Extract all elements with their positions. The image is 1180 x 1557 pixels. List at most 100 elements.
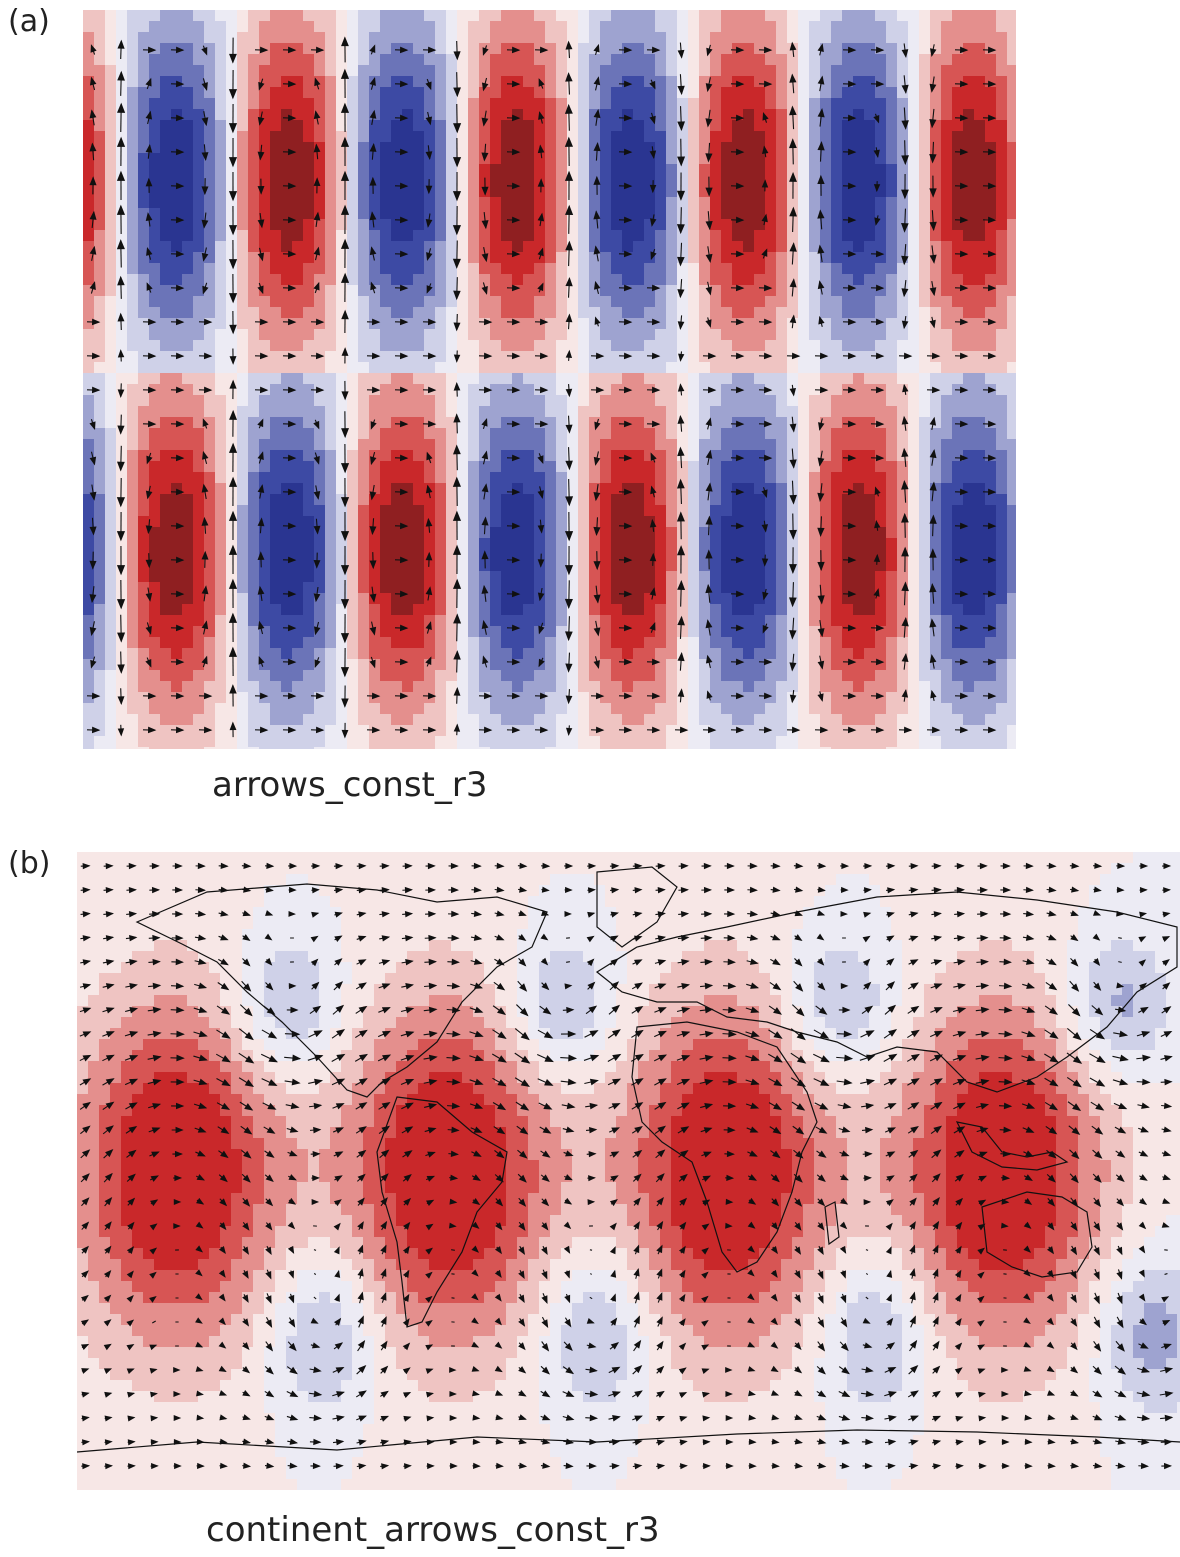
field-cell: [347, 538, 359, 550]
field-cell: [402, 43, 414, 55]
field-cell: [996, 516, 1008, 528]
field-cell: [446, 263, 458, 275]
field-cell: [369, 329, 381, 341]
field-cell: [534, 307, 546, 319]
field-cell: [281, 373, 293, 385]
field-cell: [556, 296, 568, 308]
field-cell: [666, 637, 678, 649]
field-cell: [644, 516, 656, 528]
field-cell: [380, 505, 392, 517]
field-cell: [853, 307, 865, 319]
field-cell: [699, 428, 711, 440]
field-cell: [754, 296, 766, 308]
field-cell: [941, 417, 953, 429]
field-cell: [710, 384, 722, 396]
field-cell: [369, 197, 381, 209]
field-cell: [424, 296, 436, 308]
field-cell: [721, 296, 733, 308]
field-cell: [424, 406, 436, 418]
field-cell: [644, 417, 656, 429]
field-cell: [919, 604, 931, 616]
field-cell: [655, 54, 667, 66]
field-cell: [919, 516, 931, 528]
field-cell: [226, 637, 238, 649]
field-cell: [259, 340, 271, 352]
field-cell: [732, 538, 744, 550]
field-cell: [215, 318, 227, 330]
field-cell: [270, 417, 282, 429]
field-cell: [270, 186, 282, 198]
field-cell: [435, 648, 447, 660]
field-cell: [974, 197, 986, 209]
field-cell: [644, 494, 656, 506]
field-cell: [644, 329, 656, 341]
field-cell: [501, 43, 513, 55]
field-cell: [732, 285, 744, 297]
field-cell: [369, 571, 381, 583]
field-cell: [358, 428, 370, 440]
field-cell: [325, 549, 337, 561]
field-cell: [446, 175, 458, 187]
field-cell: [655, 373, 667, 385]
field-cell: [875, 318, 887, 330]
field-cell: [666, 21, 678, 33]
field-cell: [237, 461, 249, 473]
field-cell: [248, 571, 260, 583]
field-cell: [831, 560, 843, 572]
field-cell: [776, 252, 788, 264]
field-cell: [534, 417, 546, 429]
field-cell: [886, 87, 898, 99]
field-cell: [127, 318, 139, 330]
field-cell: [204, 604, 216, 616]
field-cell: [908, 241, 920, 253]
field-cell: [259, 582, 271, 594]
field-cell: [424, 505, 436, 517]
field-cell: [710, 142, 722, 154]
field-cell: [952, 351, 964, 363]
field-cell: [699, 582, 711, 594]
field-cell: [336, 43, 348, 55]
field-cell: [545, 296, 557, 308]
field-cell: [1007, 406, 1016, 418]
field-cell: [435, 153, 447, 165]
field-cell: [952, 230, 964, 242]
field-cell: [512, 263, 524, 275]
field-cell: [919, 362, 931, 374]
field-cell: [567, 516, 579, 528]
field-cell: [545, 164, 557, 176]
field-cell: [490, 494, 502, 506]
field-cell: [182, 285, 194, 297]
field-cell: [743, 54, 755, 66]
field-cell: [688, 494, 700, 506]
field-cell: [699, 164, 711, 176]
field-cell: [688, 76, 700, 88]
field-cell: [490, 505, 502, 517]
field-cell: [842, 626, 854, 638]
field-cell: [974, 98, 986, 110]
field-cell: [138, 505, 150, 517]
field-cell: [600, 428, 612, 440]
field-cell: [116, 76, 128, 88]
field-cell: [666, 461, 678, 473]
field-cell: [270, 582, 282, 594]
field-cell: [622, 406, 634, 418]
field-cell: [347, 120, 359, 132]
field-cell: [259, 472, 271, 484]
field-cell: [259, 87, 271, 99]
field-cell: [479, 164, 491, 176]
field-cell: [820, 296, 832, 308]
field-cell: [721, 43, 733, 55]
field-cell: [919, 263, 931, 275]
field-cell: [369, 483, 381, 495]
field-cell: [226, 65, 238, 77]
field-cell: [974, 406, 986, 418]
field-cell: [589, 626, 601, 638]
field-cell: [380, 164, 392, 176]
field-cell: [468, 483, 480, 495]
field-cell: [710, 120, 722, 132]
field-cell: [468, 516, 480, 528]
field-cell: [193, 417, 205, 429]
field-cell: [138, 329, 150, 341]
field-cell: [699, 637, 711, 649]
field-cell: [314, 142, 326, 154]
